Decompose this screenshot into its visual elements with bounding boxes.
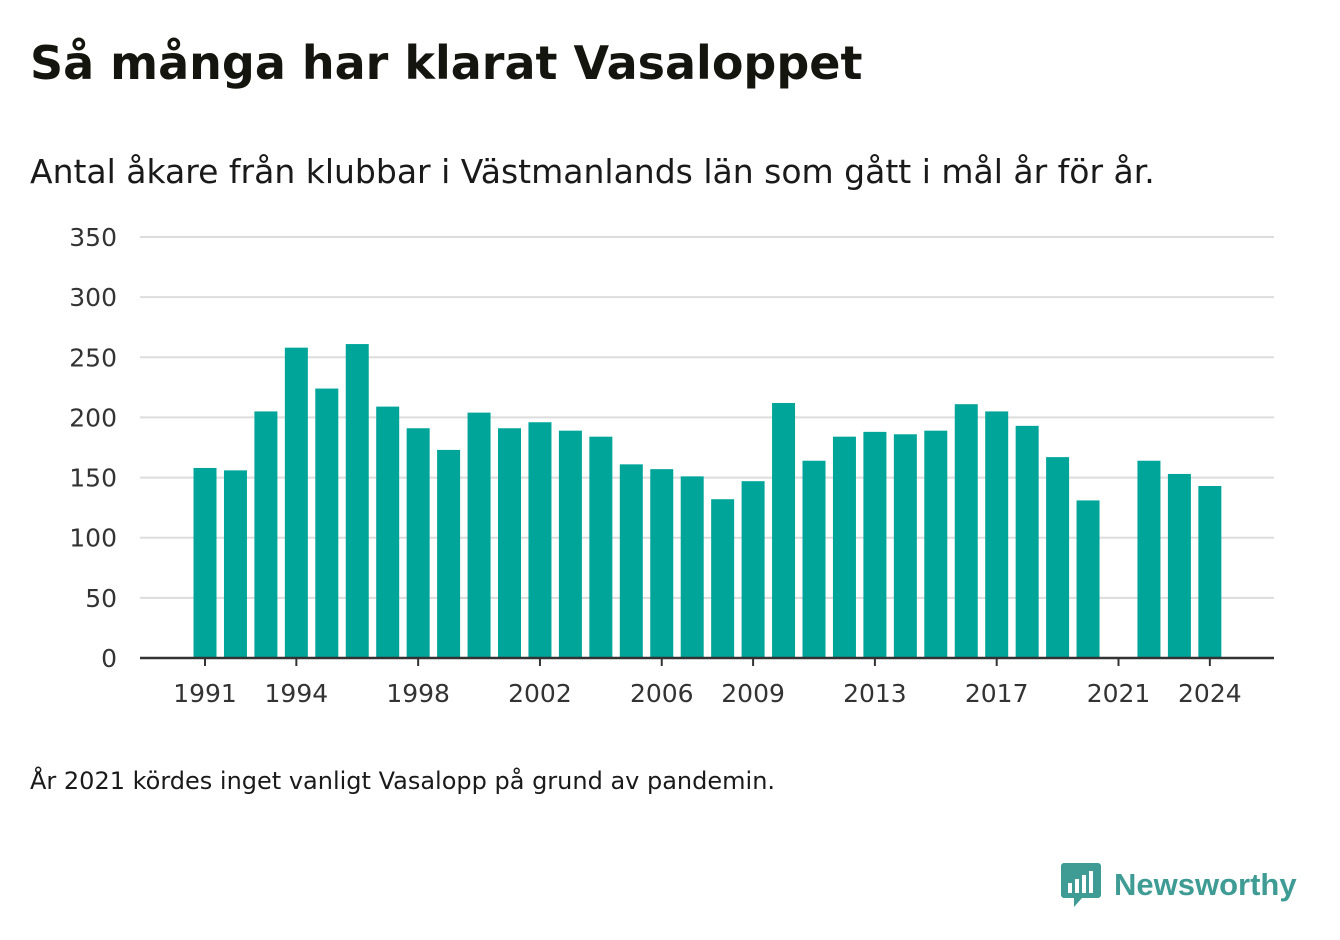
bar-1991 [193, 467, 217, 658]
brand-logo: Newsworthy [1060, 860, 1297, 910]
bar-2015 [924, 430, 948, 658]
x-tick-label: 2017 [965, 679, 1029, 708]
bar-1997 [376, 406, 400, 658]
y-tick-label: 200 [69, 403, 117, 432]
brand-name: Newsworthy [1114, 867, 1297, 902]
bar-1999 [437, 449, 461, 658]
bar-2011 [802, 460, 826, 658]
bar-2018 [1015, 425, 1039, 658]
bar-2007 [680, 476, 704, 658]
x-tick-label: 2002 [508, 679, 572, 708]
y-tick-label: 50 [85, 584, 117, 613]
x-tick-label: 2024 [1178, 679, 1242, 708]
bar-2023 [1167, 473, 1191, 658]
bar-1996 [345, 344, 369, 658]
x-tick-label: 1998 [386, 679, 450, 708]
axes: 0 50 100 150 200 250 300 350 1991 1994 1998 2002 200… [69, 223, 1274, 708]
bar-1993 [254, 411, 278, 658]
bar-1992 [223, 470, 247, 658]
bar-2019 [1046, 457, 1070, 658]
x-tick-label: 1994 [265, 679, 329, 708]
x-tick-label: 2009 [721, 679, 785, 708]
bar-2008 [711, 499, 735, 658]
y-tick-label: 350 [69, 223, 117, 252]
bar-chart: 0 50 100 150 200 250 300 350 1991 1994 1998 2002 200… [69, 223, 1274, 708]
bar-2004 [589, 436, 613, 658]
bar-1994 [284, 347, 308, 658]
x-tick-label: 2021 [1087, 679, 1151, 708]
bars [193, 344, 1222, 658]
bar-2013 [863, 431, 887, 658]
bar-2016 [954, 404, 978, 658]
bar-2006 [650, 469, 674, 658]
newsworthy-logo-icon [1061, 863, 1101, 907]
bar-2009 [741, 481, 765, 658]
chart-title: Så många har klarat Vasaloppet [30, 36, 863, 90]
x-tick-label: 2013 [843, 679, 907, 708]
bar-2010 [772, 402, 796, 658]
bar-2003 [558, 430, 582, 658]
bar-2024 [1198, 485, 1222, 658]
bar-2012 [832, 436, 856, 658]
y-tick-label: 0 [101, 644, 117, 673]
bar-2002 [528, 422, 552, 658]
grid-lines [140, 236, 1274, 599]
bar-2017 [985, 411, 1009, 658]
bar-2020 [1076, 500, 1100, 658]
bar-2005 [619, 464, 643, 658]
bar-2014 [893, 434, 917, 658]
x-tick-label: 1991 [173, 679, 237, 708]
x-tick-label: 2006 [630, 679, 694, 708]
y-tick-label: 150 [69, 464, 117, 493]
y-tick-label: 100 [69, 524, 117, 553]
bar-1995 [315, 388, 339, 658]
bar-2022 [1137, 460, 1161, 658]
bar-1998 [406, 428, 430, 658]
y-tick-label: 300 [69, 283, 117, 312]
footnote: År 2021 kördes inget vanligt Vasalopp på… [30, 767, 776, 795]
bar-2000 [467, 412, 491, 658]
y-tick-label: 250 [69, 343, 117, 372]
chart-subtitle: Antal åkare från klubbar i Västmanlands … [30, 152, 1155, 191]
bar-2001 [498, 428, 521, 658]
